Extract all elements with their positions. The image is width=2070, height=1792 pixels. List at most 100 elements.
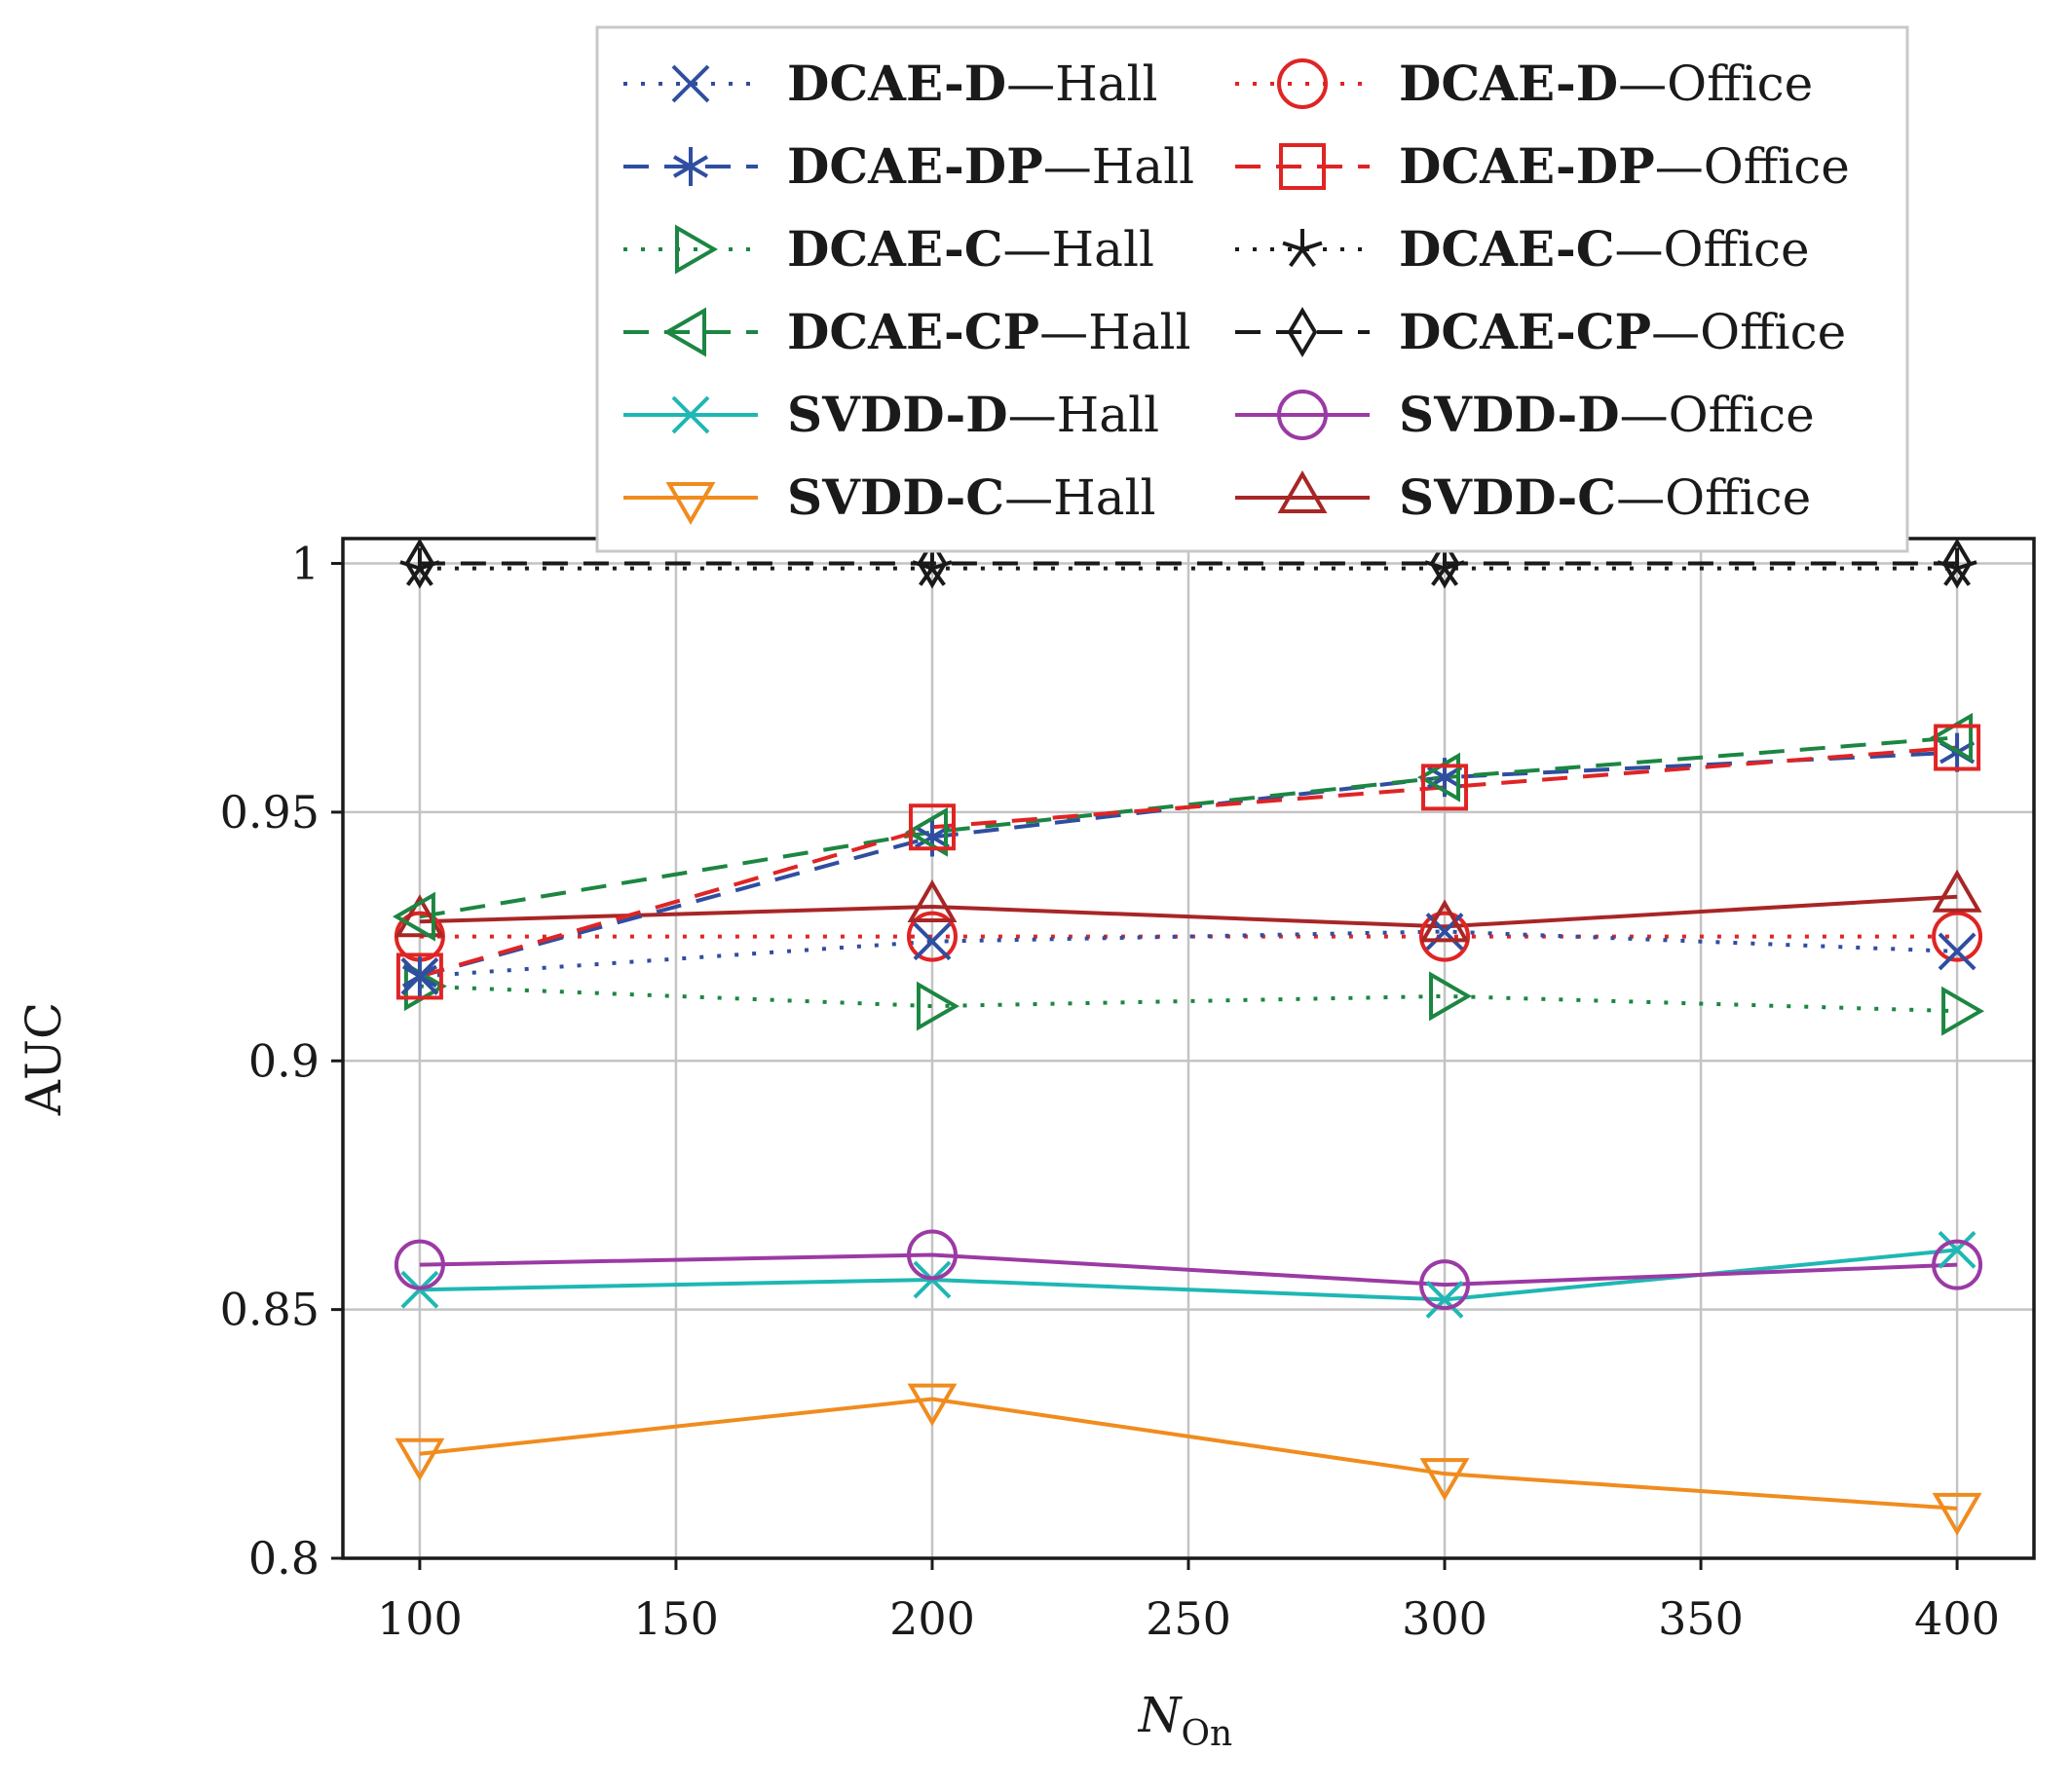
legend-label-dcae-d-hall: DCAE-D—Hall <box>787 55 1158 112</box>
legend-label-rest: —Office <box>1616 469 1811 526</box>
x-tick-label: 400 <box>1914 1592 2000 1645</box>
legend-label-bold: DCAE-D <box>787 55 1006 112</box>
legend-label-rest: —Hall <box>1039 304 1190 360</box>
y-tick-label: 1 <box>291 538 320 590</box>
data-point-svdd-c-hall <box>395 1437 445 1481</box>
data-point-svdd-c-office <box>1932 869 1982 913</box>
x-tick-label: 100 <box>377 1592 463 1645</box>
legend-label-bold: DCAE-D <box>1399 55 1618 112</box>
x-tick-label: 300 <box>1402 1592 1487 1645</box>
legend-swatch-marker-svdd-c-office <box>1277 470 1328 513</box>
data-point-dcae-cp-hall <box>904 806 948 857</box>
legend-label-bold: DCAE-DP <box>1399 137 1655 195</box>
legend-swatch-marker-svdd-d-hall <box>671 395 710 434</box>
y-axis-ticks: 0.8 0.85 0.9 0.95 1 <box>220 538 343 1585</box>
data-point-svdd-d-hall <box>1425 1281 1464 1319</box>
legend-label-dcae-dp-office: DCAE-DP—Office <box>1399 137 1850 195</box>
legend-label-svdd-c-hall: SVDD-C—Hall <box>787 468 1156 526</box>
legend-label-bold: DCAE-CP <box>1399 303 1651 360</box>
legend-label-dcae-dp-hall: DCAE-DP—Hall <box>787 137 1194 195</box>
data-point-dcae-d-hall <box>1938 932 1976 971</box>
series-markers <box>392 538 1985 1536</box>
legend-swatch-marker-dcae-c-hall <box>675 224 718 275</box>
data-point-dcae-c-hall <box>1941 986 1985 1036</box>
legend-label-rest: —Hall <box>1006 56 1157 112</box>
legend-swatch-marker-svdd-c-hall <box>665 482 716 525</box>
series-lines <box>419 561 1958 1511</box>
y-axis-title: AUC <box>16 1002 72 1117</box>
legend-swatch-marker-dcae-cp-hall <box>663 307 706 357</box>
x-tick-label: 350 <box>1658 1592 1744 1645</box>
legend-label-rest: —Hall <box>1003 221 1154 278</box>
y-tick-label: 0.9 <box>248 1034 320 1087</box>
x-axis-ticks: 100 150 200 250 300 350 400 <box>377 1558 2000 1645</box>
legend-entries: DCAE-D—HallDCAE-DP—HallDCAE-C—HallDCAE-C… <box>623 55 1850 526</box>
data-point-dcae-cp-office <box>404 538 435 589</box>
x-axis-title-subscript: On <box>1182 1714 1233 1754</box>
data-point-dcae-cp-office <box>1429 538 1460 589</box>
series-line-svdd-c-hall <box>419 1397 1958 1511</box>
series-line-dcae-cp-hall <box>419 735 1958 919</box>
x-tick-label: 200 <box>889 1592 975 1645</box>
legend-swatch-marker-dcae-dp-hall <box>672 147 709 186</box>
series-line-dcae-c-hall <box>419 984 1958 1014</box>
legend-label-dcae-c-office: DCAE-C—Office <box>1399 220 1810 278</box>
data-point-svdd-d-office <box>906 1229 958 1281</box>
legend-label-rest: —Office <box>1615 221 1810 278</box>
legend-label-bold: SVDD-D <box>787 386 1008 443</box>
legend-label-rest: —Hall <box>1043 138 1194 195</box>
data-point-dcae-d-office <box>906 911 958 962</box>
data-point-dcae-dp-hall <box>401 956 437 996</box>
legend-label-bold: SVDD-C <box>1399 468 1616 526</box>
legend: DCAE-D—HallDCAE-DP—HallDCAE-C—HallDCAE-C… <box>595 25 1909 553</box>
data-point-svdd-d-hall <box>1938 1230 1976 1269</box>
data-point-dcae-cp-office <box>1941 538 1973 589</box>
data-point-svdd-d-office <box>1932 1239 1983 1290</box>
y-tick-label: 0.95 <box>220 786 320 839</box>
legend-label-svdd-c-office: SVDD-C—Office <box>1399 468 1811 526</box>
data-point-svdd-d-office <box>394 1239 445 1290</box>
legend-label-bold: DCAE-DP <box>787 137 1043 195</box>
data-point-svdd-c-hall <box>1419 1458 1470 1502</box>
legend-label-dcae-c-hall: DCAE-C—Hall <box>787 220 1154 278</box>
y-tick-label: 0.8 <box>248 1532 320 1585</box>
legend-swatch-marker-dcae-c-office <box>1282 229 1323 268</box>
x-axis-title: NOn <box>1138 1687 1232 1754</box>
legend-label-rest: —Office <box>1655 138 1850 195</box>
legend-label-rest: —Office <box>1651 304 1846 360</box>
legend-label-dcae-cp-office: DCAE-CP—Office <box>1399 303 1846 360</box>
data-point-svdd-c-office <box>907 878 958 922</box>
data-point-svdd-c-hall <box>1932 1492 1982 1536</box>
legend-label-bold: SVDD-C <box>787 468 1004 526</box>
data-point-dcae-dp-office <box>395 952 443 1000</box>
x-tick-label: 150 <box>633 1592 719 1645</box>
data-point-dcae-cp-office <box>917 538 948 589</box>
series-line-svdd-d-office <box>419 1252 1958 1288</box>
legend-label-dcae-cp-hall: DCAE-CP—Hall <box>787 303 1191 360</box>
legend-label-rest: —Hall <box>1008 387 1159 443</box>
legend-label-bold: DCAE-CP <box>787 303 1039 360</box>
x-tick-label: 250 <box>1146 1592 1231 1645</box>
data-point-dcae-d-office <box>1932 911 1983 962</box>
legend-label-bold: SVDD-D <box>1399 386 1620 443</box>
legend-swatch-marker-dcae-d-office <box>1277 58 1328 109</box>
data-point-dcae-dp-office <box>1934 724 1981 771</box>
data-point-svdd-c-office <box>395 894 445 938</box>
series-line-dcae-dp-office <box>419 745 1958 979</box>
data-point-dcae-c-hall <box>1429 971 1473 1022</box>
legend-box <box>595 25 1909 553</box>
legend-swatch-marker-svdd-d-office <box>1277 390 1328 440</box>
data-point-svdd-d-office <box>1419 1259 1471 1311</box>
legend-label-dcae-d-office: DCAE-D—Office <box>1399 55 1813 112</box>
data-point-dcae-d-hall <box>913 922 952 961</box>
legend-label-rest: —Hall <box>1004 469 1155 526</box>
legend-label-svdd-d-office: SVDD-D—Office <box>1399 386 1815 443</box>
legend-swatch-marker-dcae-cp-office <box>1287 307 1318 357</box>
legend-label-bold: DCAE-C <box>1399 220 1615 278</box>
y-tick-label: 0.85 <box>220 1284 320 1336</box>
legend-label-bold: DCAE-C <box>787 220 1003 278</box>
x-axis-title-main: N <box>1138 1687 1184 1743</box>
data-point-svdd-c-hall <box>907 1383 958 1427</box>
